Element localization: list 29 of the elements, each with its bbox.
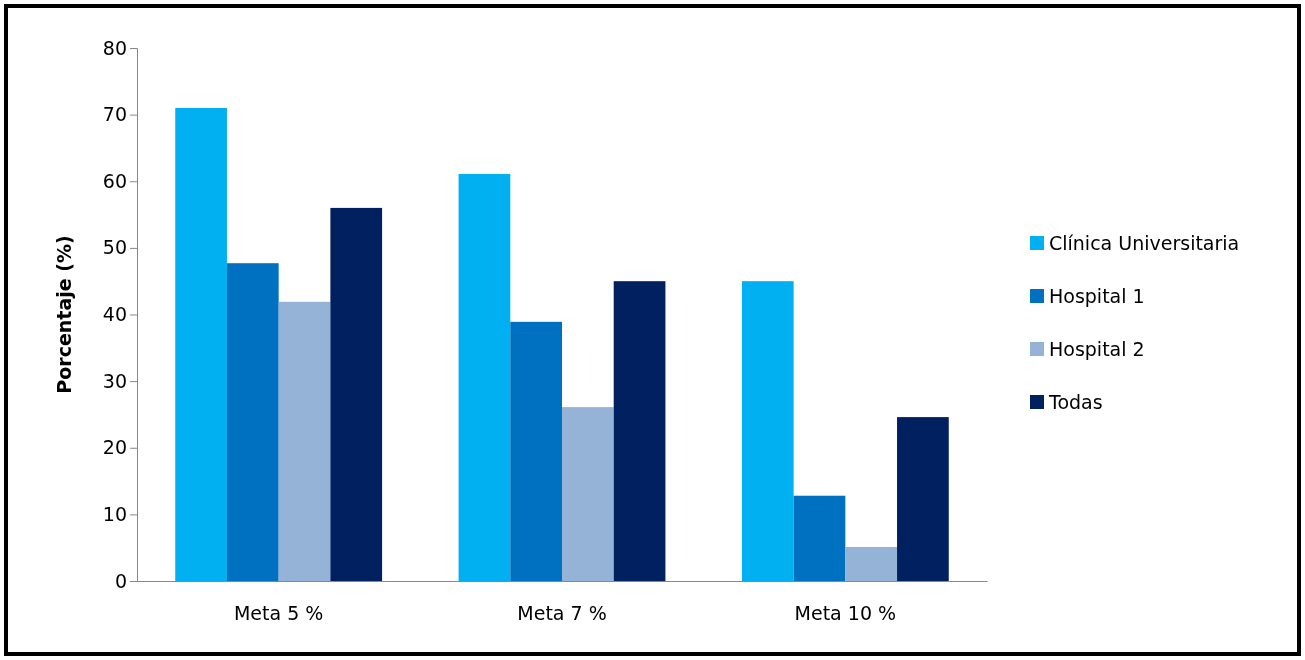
legend-label: Hospital 1 (1049, 285, 1145, 307)
y-tick-label: 20 (102, 436, 127, 459)
y-axis-title: Porcentaje (%) (53, 235, 75, 394)
bar (793, 495, 846, 581)
bar (897, 417, 949, 581)
y-tick-label: 40 (102, 303, 127, 326)
y-tick-label: 50 (102, 236, 127, 259)
legend-label: Todas (1048, 391, 1103, 413)
y-tick-label: 70 (102, 103, 127, 126)
x-tick-label: Meta 7 % (517, 602, 607, 625)
y-tick-label: 10 (102, 502, 127, 525)
bar (845, 547, 898, 581)
bar (226, 263, 279, 581)
bar (458, 173, 511, 581)
bar (562, 407, 614, 581)
bar (278, 301, 331, 581)
y-tick-label: 60 (102, 169, 127, 192)
x-tick-label: Meta 10 % (794, 602, 897, 625)
legend-label: Hospital 2 (1049, 338, 1145, 360)
bar (741, 281, 794, 581)
bar (330, 207, 383, 581)
y-tick-label: 0 (114, 569, 127, 592)
bar (510, 321, 562, 581)
bar (613, 281, 666, 581)
y-tick-label: 80 (102, 36, 127, 59)
bar (175, 107, 227, 581)
legend-label: Clínica Universitaria (1049, 232, 1240, 254)
x-tick-label: Meta 5 % (233, 602, 324, 625)
y-tick-label: 30 (102, 369, 127, 392)
